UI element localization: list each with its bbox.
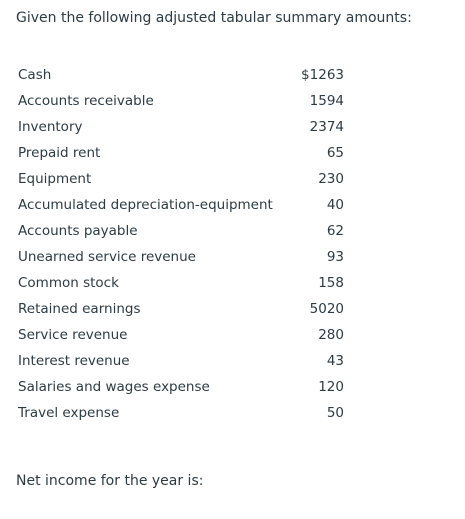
row-label: Inventory — [18, 119, 83, 135]
question-prompt: Net income for the year is: — [16, 473, 204, 489]
summary-table: Cash $1263 Accounts receivable 1594 Inve… — [18, 62, 344, 426]
row-label: Accounts receivable — [18, 93, 154, 109]
row-label: Salaries and wages expense — [18, 379, 210, 395]
row-label: Equipment — [18, 171, 92, 187]
table-row: Prepaid rent 65 — [18, 140, 344, 166]
row-value: 1594 — [309, 93, 344, 109]
table-row: Service revenue 280 — [18, 322, 344, 348]
table-row: Accumulated depreciation-equipment 40 — [18, 192, 344, 218]
table-row: Accounts receivable 1594 — [18, 88, 344, 114]
row-label: Accounts payable — [18, 223, 138, 239]
row-label: Prepaid rent — [18, 145, 101, 161]
table-row: Inventory 2374 — [18, 114, 344, 140]
table-row: Salaries and wages expense 120 — [18, 374, 344, 400]
row-label: Accumulated depreciation-equipment — [18, 197, 273, 213]
row-label: Unearned service revenue — [18, 249, 196, 265]
table-row: Common stock 158 — [18, 270, 344, 296]
row-value: 158 — [318, 275, 344, 291]
table-row: Unearned service revenue 93 — [18, 244, 344, 270]
row-label: Retained earnings — [18, 301, 141, 317]
table-row: Retained earnings 5020 — [18, 296, 344, 322]
row-label: Travel expense — [18, 405, 120, 421]
row-value: 5020 — [309, 301, 344, 317]
row-value: 280 — [318, 327, 344, 343]
row-value: 43 — [326, 353, 344, 369]
table-row: Accounts payable 62 — [18, 218, 344, 244]
table-row: Equipment 230 — [18, 166, 344, 192]
row-value: 65 — [326, 145, 344, 161]
row-value: $1263 — [301, 67, 344, 83]
table-row: Cash $1263 — [18, 62, 344, 88]
row-value: 62 — [326, 223, 344, 239]
row-value: 93 — [326, 249, 344, 265]
row-label: Service revenue — [18, 327, 128, 343]
table-row: Travel expense 50 — [18, 400, 344, 426]
row-label: Interest revenue — [18, 353, 130, 369]
row-label: Cash — [18, 67, 52, 83]
row-label: Common stock — [18, 275, 119, 291]
row-value: 40 — [326, 197, 344, 213]
question-intro: Given the following adjusted tabular sum… — [16, 10, 412, 26]
table-row: Interest revenue 43 — [18, 348, 344, 374]
row-value: 50 — [326, 405, 344, 421]
row-value: 2374 — [309, 119, 344, 135]
row-value: 230 — [318, 171, 344, 187]
row-value: 120 — [318, 379, 344, 395]
